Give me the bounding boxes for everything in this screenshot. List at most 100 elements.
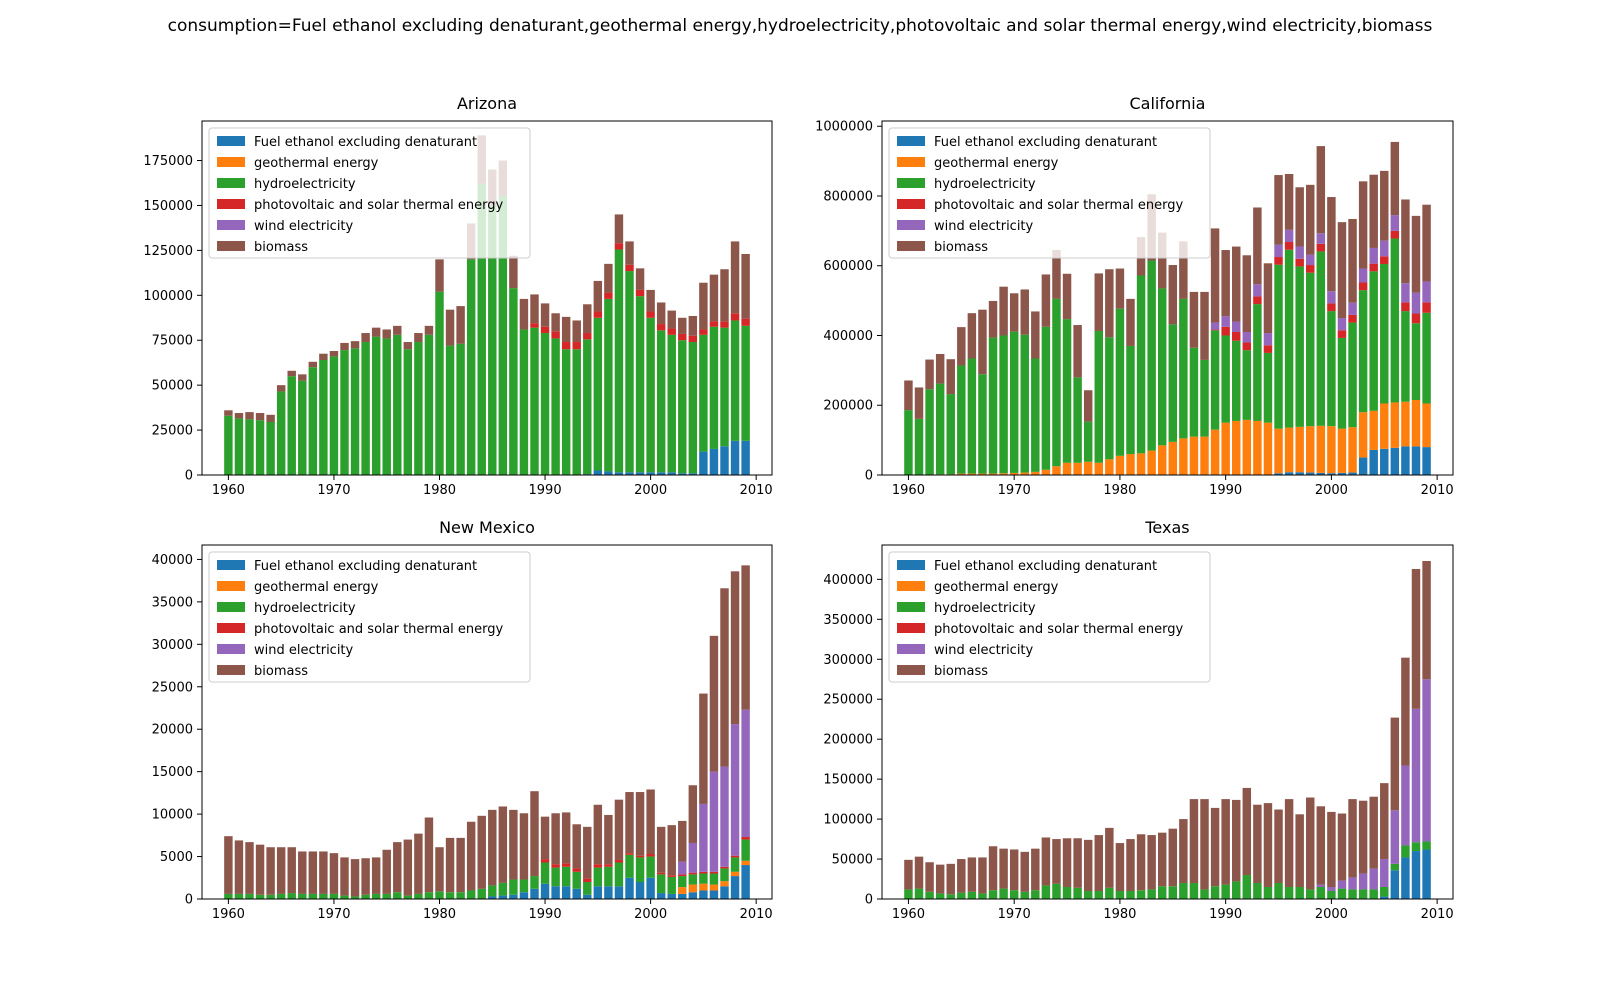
bar-segment [509, 879, 518, 895]
bar-segment [1221, 326, 1230, 336]
y-tick-label: 300000 [823, 653, 873, 668]
bar-segment [720, 866, 729, 869]
bar-segment [730, 320, 740, 441]
bar-segment [741, 565, 750, 710]
bar-segment [1284, 472, 1294, 475]
bar-segment [1337, 813, 1347, 881]
bar-segment [1009, 849, 1019, 891]
bar-segment [276, 893, 286, 899]
bar-segment [1232, 420, 1241, 475]
bar-segment [1316, 243, 1326, 252]
bar-segment [540, 326, 550, 334]
bar-segment [403, 349, 413, 475]
x-tick-label: 1980 [1103, 483, 1136, 498]
bar-segment [935, 353, 945, 384]
bar-segment [1020, 334, 1029, 473]
bar-segment [1094, 330, 1103, 463]
subplot-title: New Mexico [439, 518, 535, 537]
bar-segment [245, 893, 254, 899]
bar-segment [1200, 799, 1209, 890]
bar-segment [1316, 884, 1326, 888]
bar-segment [709, 321, 719, 327]
bar-segment [509, 894, 518, 899]
bar-segment [1105, 887, 1114, 899]
bar-segment [614, 214, 624, 244]
bar-segment [1242, 875, 1252, 899]
bar-segment [1411, 292, 1421, 314]
bar-segment [1380, 240, 1389, 257]
bar-segment [1062, 273, 1072, 320]
bar-segment [604, 263, 613, 293]
bar-segment [1168, 441, 1178, 475]
bar-segment [1136, 275, 1146, 454]
subplot-title: Texas [1144, 518, 1189, 537]
y-tick-label: 0 [185, 893, 193, 908]
x-tick-label: 2000 [1315, 483, 1348, 498]
bar-segment [688, 785, 698, 843]
bar-segment [988, 890, 998, 899]
bar-segment [340, 895, 349, 899]
bar-segment [1041, 326, 1051, 470]
bar-segment [914, 856, 924, 889]
bar-segment [1221, 250, 1230, 317]
bar-segment [935, 893, 945, 899]
bar-segment [1422, 679, 1431, 842]
bar-segment [614, 886, 624, 899]
bar-segment [699, 693, 708, 804]
bar-segment [1052, 250, 1061, 299]
bar-segment [1411, 400, 1421, 447]
bar-segment [519, 813, 529, 880]
bar-segment [509, 288, 518, 475]
bar-segment [255, 413, 265, 421]
bar-segment [1295, 258, 1304, 267]
bar-segment [1284, 249, 1294, 428]
bar-segment [999, 335, 1008, 474]
bar-segment [1295, 266, 1304, 427]
bar-segment [1031, 848, 1040, 891]
bar-segment [1052, 883, 1061, 899]
bar-segment [1369, 271, 1378, 411]
x-tick-label: 1990 [1209, 907, 1242, 922]
bar-segment [741, 709, 750, 838]
legend-label: biomass [254, 664, 308, 679]
legend: Fuel ethanol excluding denaturant geother… [208, 551, 531, 683]
bar-segment [646, 854, 655, 857]
bar-segment [1263, 422, 1273, 475]
bar-segment [1390, 863, 1400, 871]
bar-segment [1401, 302, 1410, 312]
bar-segment [1126, 839, 1135, 892]
bar-segment [583, 882, 592, 895]
bar-segment [1009, 331, 1019, 473]
bar-segment [1316, 146, 1326, 234]
bar-segment [1031, 890, 1040, 899]
bar-segment [561, 316, 571, 343]
bar-segment [1094, 462, 1103, 475]
x-tick-label: 1980 [423, 907, 456, 922]
bar-segment [1316, 887, 1326, 899]
bar-segment [1411, 568, 1421, 709]
bar-segment [561, 349, 571, 475]
bar-segment [646, 317, 655, 473]
y-tick-label: 40000 [152, 553, 193, 568]
bar-segment [741, 325, 750, 441]
bar-segment [498, 196, 508, 475]
bar-segment [1126, 298, 1135, 346]
bar-segment [266, 421, 275, 475]
legend: Fuel ethanol excluding denaturant geother… [888, 551, 1211, 683]
bar-segment [988, 846, 998, 891]
bar-segment [678, 340, 687, 474]
bar-segment [530, 791, 539, 877]
bar-segment [477, 183, 486, 475]
bar-segment [1020, 851, 1029, 892]
bar-segment [424, 325, 434, 335]
bar-segment [1168, 265, 1178, 325]
bar-segment [424, 817, 434, 893]
bar-segment [1136, 834, 1146, 891]
bar-segment [1073, 377, 1082, 463]
bar-segment [1105, 337, 1114, 460]
bar-segment [308, 361, 318, 368]
bar-segment [350, 348, 360, 475]
legend-label: hydroelectricity [254, 601, 356, 616]
legend-label: geothermal energy [934, 156, 1059, 171]
